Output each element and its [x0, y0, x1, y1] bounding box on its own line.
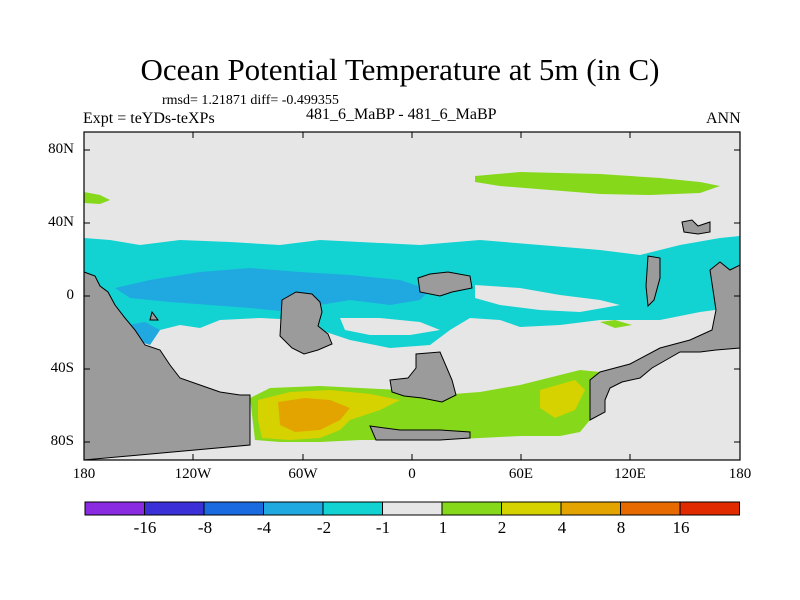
y-tick-label: 0 [66, 287, 75, 303]
x-tick-label: 180 [72, 466, 96, 482]
map-panel [83, 131, 741, 461]
anomaly-neutral-gap-2 [340, 318, 440, 335]
y-tick-label: 40S [50, 360, 74, 376]
land-north-africa-west [279, 291, 333, 355]
colorbar-swatch [620, 501, 681, 516]
stats-line: rmsd= 1.21871 diff= -0.499355 [162, 93, 339, 108]
colorbar-label: 8 [616, 518, 626, 537]
colorbar-label: -1 [375, 518, 391, 537]
colorbar-swatch [144, 501, 205, 516]
colorbar-swatch [263, 501, 324, 516]
colorbar-swatch [84, 501, 145, 516]
colorbar-label: -4 [256, 518, 272, 537]
colorbar [84, 501, 740, 516]
anomaly-orange-south [278, 398, 350, 432]
y-tick-label: 80N [48, 141, 74, 157]
case-label: 481_6_MaBP - 481_6_MaBP [306, 106, 497, 123]
anomaly-yellow-south-2 [540, 380, 585, 418]
experiment-label: Expt = teYDs-teXPs [83, 110, 215, 127]
land-arabia [417, 271, 473, 297]
colorbar-swatch [560, 501, 621, 516]
y-tick-label: 40N [48, 214, 74, 230]
land-asia-east [645, 255, 661, 308]
colorbar-label: 1 [438, 518, 448, 537]
land-south-atlantic-island [389, 351, 457, 403]
x-tick-label: 0 [408, 466, 416, 482]
colorbar-swatch [203, 501, 264, 516]
x-tick-label: 120W [174, 466, 212, 482]
land-small-island-w [149, 310, 159, 321]
land-antarctic-rim [369, 425, 471, 441]
colorbar-swatch [441, 501, 502, 516]
colorbar-swatch [501, 501, 562, 516]
colorbar-swatch [679, 501, 740, 516]
colorbar-label: 4 [557, 518, 567, 537]
colorbar-swatch [382, 501, 443, 516]
colorbar-label: 16 [672, 518, 690, 537]
anomaly-green-north [475, 172, 720, 195]
colorbar-label: 2 [497, 518, 507, 537]
colorbar-label: -16 [133, 518, 157, 537]
plot-title: Ocean Potential Temperature at 5m (in C) [140, 52, 660, 87]
season-label: ANN [706, 110, 741, 127]
y-tick-label: 80S [50, 433, 74, 449]
anomaly-sky-tongue [115, 268, 430, 312]
land-south-america-west [83, 271, 251, 461]
anomaly-green-small [600, 320, 632, 328]
colorbar-label: -8 [197, 518, 213, 537]
x-tick-label: 180 [728, 466, 752, 482]
x-tick-label: 120E [614, 466, 646, 482]
x-tick-label: 60W [288, 466, 318, 482]
land-small-island-ne [681, 219, 711, 235]
colorbar-swatch [322, 501, 383, 516]
anomaly-neutral-gap [475, 285, 620, 312]
colorbar-label: -2 [316, 518, 332, 537]
anomaly-green-west [84, 192, 110, 204]
x-tick-label: 60E [508, 466, 534, 482]
